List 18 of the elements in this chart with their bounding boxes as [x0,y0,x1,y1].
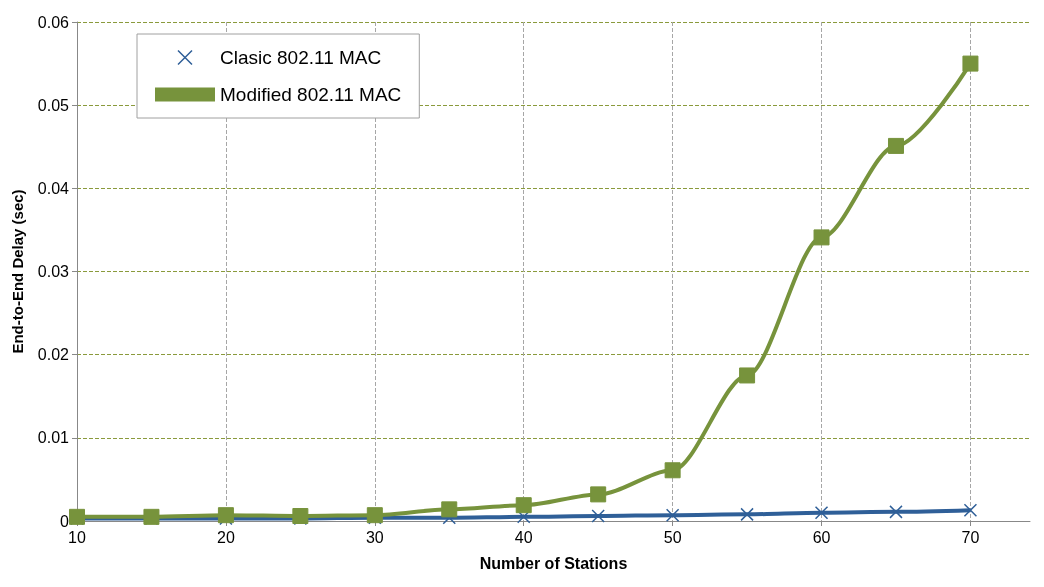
y-tick-label: 0.02 [37,346,70,364]
y-tick-label: 0.03 [37,263,70,280]
legend-label: Clasic 802.11 MAC [220,47,382,68]
y-tick-label: 0.06 [37,13,70,31]
y-tick-label: 0 [60,512,70,530]
x-tick-label: 40 [514,528,533,546]
legend-label: Modified 802.11 MAC [220,84,402,105]
x-tick-label: 60 [812,528,831,546]
x-tick-label: 20 [217,528,235,546]
y-tick-label: 0.05 [37,96,70,114]
x-tick-label: 10 [68,528,86,546]
y-tick-label: 0.01 [37,429,70,447]
x-tick-label: 70 [961,528,980,546]
y-axis-title: End-to-End Delay (sec) [9,189,26,354]
x-tick-label: 30 [365,528,384,546]
x-tick-label: 50 [663,528,682,546]
y-tick-label: 0.04 [37,179,70,197]
x-axis-title: Number of Stations [479,554,628,572]
